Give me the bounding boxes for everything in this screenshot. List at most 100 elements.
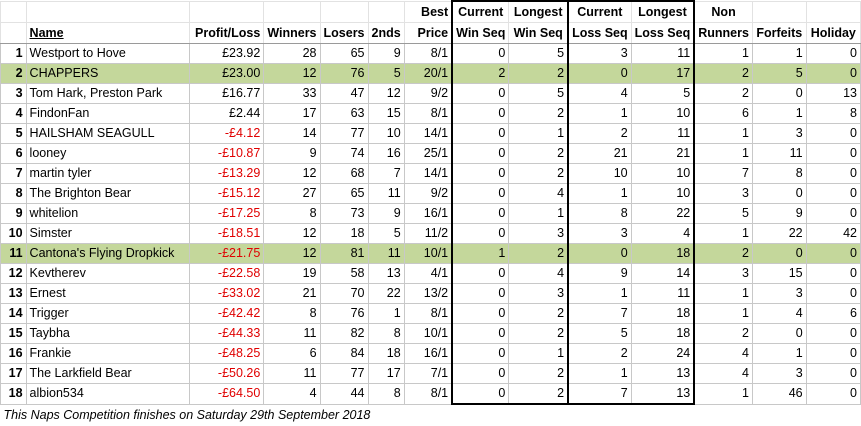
cell-losers: 63: [319, 103, 369, 124]
table-row: 7 martin tyler -£13.29 12 68 7 14/1 0 2 10 10 7 8 0: [0, 163, 861, 184]
header-current-win-2: Win Seq: [451, 22, 510, 44]
cell-current-win-seq: 0: [451, 363, 510, 384]
cell-current-loss-seq: 5: [567, 323, 632, 344]
cell-holiday: 0: [805, 63, 861, 84]
cell-longest-loss-seq: 10: [630, 183, 696, 204]
cell-non-runners: 1: [693, 303, 753, 324]
header-non-runners-1: Non: [693, 0, 753, 23]
cell-current-win-seq: 0: [451, 383, 510, 405]
table-row: 17 The Larkfield Bear -£50.26 11 77 17 7/1 0 2 1 1…: [0, 363, 861, 384]
header-cell: [805, 0, 861, 23]
cell-profit-loss: -£10.87: [188, 143, 265, 164]
cell-rank: 16: [0, 343, 27, 364]
cell-losers: 81: [319, 243, 369, 264]
cell-name: FindonFan: [25, 103, 190, 124]
cell-current-loss-seq: 2: [567, 343, 632, 364]
table-row: 13 Ernest -£33.02 21 70 22 13/2 0 3 1 11 1 3 0: [0, 283, 861, 304]
cell-losers: 65: [319, 43, 369, 64]
cell-non-runners: 2: [693, 83, 753, 104]
header-cell: [0, 0, 27, 23]
cell-profit-loss: £23.00: [188, 63, 265, 84]
cell-holiday: 0: [805, 363, 861, 384]
table-row: 9 whitelion -£17.25 8 73 9 16/1 0 1 8 22 5 9 0: [0, 203, 861, 224]
cell-holiday: 0: [805, 163, 861, 184]
cell-profit-loss: £16.77: [188, 83, 265, 104]
cell-non-runners: 7: [693, 163, 753, 184]
cell-rank: 13: [0, 283, 27, 304]
cell-best-price: 16/1: [403, 343, 453, 364]
header-current-loss-2: Loss Seq: [567, 22, 632, 44]
cell-2nds: 5: [367, 63, 405, 84]
cell-non-runners: 4: [693, 343, 753, 364]
cell-non-runners: 5: [693, 203, 753, 224]
cell-best-price: 11/2: [403, 223, 453, 244]
cell-longest-loss-seq: 10: [630, 163, 696, 184]
cell-longest-win-seq: 1: [508, 343, 570, 364]
cell-current-win-seq: 2: [451, 63, 510, 84]
cell-rank: 10: [0, 223, 27, 244]
cell-current-loss-seq: 1: [567, 363, 632, 384]
cell-losers: 47: [319, 83, 369, 104]
cell-2nds: 11: [367, 183, 405, 204]
cell-name: Trigger: [25, 303, 190, 324]
cell-forfeits: 1: [751, 103, 807, 124]
header-holiday: Holiday: [805, 22, 861, 44]
cell-current-win-seq: 0: [451, 283, 510, 304]
cell-profit-loss: £23.92: [188, 43, 265, 64]
header-longest-win-2: Win Seq: [508, 22, 570, 44]
cell-longest-win-seq: 2: [508, 243, 570, 264]
cell-holiday: 0: [805, 323, 861, 344]
header-longest-loss-2: Loss Seq: [630, 22, 696, 44]
cell-non-runners: 1: [693, 383, 753, 405]
header-non-runners-2: Runners: [693, 22, 753, 44]
cell-rank: 15: [0, 323, 27, 344]
cell-best-price: 8/1: [403, 383, 453, 405]
cell-rank: 4: [0, 103, 27, 124]
cell-current-loss-seq: 3: [567, 43, 632, 64]
cell-non-runners: 1: [693, 223, 753, 244]
cell-best-price: 7/1: [403, 363, 453, 384]
cell-current-win-seq: 0: [451, 43, 510, 64]
footer-empty: [568, 404, 860, 425]
cell-longest-win-seq: 2: [508, 323, 570, 344]
cell-rank: 6: [0, 143, 27, 164]
cell-holiday: 0: [805, 203, 861, 224]
cell-profit-loss: -£64.50: [188, 383, 265, 405]
cell-losers: 70: [319, 283, 369, 304]
cell-longest-win-seq: 5: [508, 43, 570, 64]
cell-winners: 28: [263, 43, 321, 64]
table-row: 14 Trigger -£42.42 8 76 1 8/1 0 2 7 18 1 4 6: [0, 303, 861, 324]
cell-holiday: 8: [805, 103, 861, 124]
cell-rank: 5: [0, 123, 27, 144]
header-cell: [751, 0, 807, 23]
cell-longest-win-seq: 2: [508, 303, 570, 324]
cell-holiday: 0: [805, 383, 861, 405]
cell-profit-loss: -£13.29: [188, 163, 265, 184]
cell-winners: 6: [263, 343, 321, 364]
cell-rank: 1: [0, 43, 27, 64]
cell-2nds: 8: [367, 383, 405, 405]
cell-longest-loss-seq: 18: [630, 303, 696, 324]
header-2nds: 2nds: [367, 22, 405, 44]
cell-holiday: 0: [805, 183, 861, 204]
cell-profit-loss: -£18.51: [188, 223, 265, 244]
cell-current-win-seq: 0: [451, 203, 510, 224]
cell-best-price: 10/1: [403, 243, 453, 264]
cell-forfeits: 46: [751, 383, 807, 405]
cell-name: Frankie: [25, 343, 190, 364]
table-row: 3 Tom Hark, Preston Park £16.77 33 47 12 9/2 0 5…: [0, 83, 861, 104]
cell-longest-loss-seq: 4: [630, 223, 696, 244]
cell-forfeits: 15: [751, 263, 807, 284]
table-row: 5 HAILSHAM SEAGULL -£4.12 14 77 10 14/1 0 1 2 11 1 3…: [0, 123, 861, 144]
header-longest-win-1: Longest: [508, 0, 570, 23]
header-cell: [367, 0, 405, 23]
cell-2nds: 17: [367, 363, 405, 384]
cell-profit-loss: -£42.42: [188, 303, 265, 324]
cell-current-win-seq: 0: [451, 123, 510, 144]
cell-winners: 21: [263, 283, 321, 304]
cell-longest-loss-seq: 10: [630, 103, 696, 124]
cell-holiday: 0: [805, 343, 861, 364]
cell-holiday: 42: [805, 223, 861, 244]
cell-longest-win-seq: 1: [508, 203, 570, 224]
